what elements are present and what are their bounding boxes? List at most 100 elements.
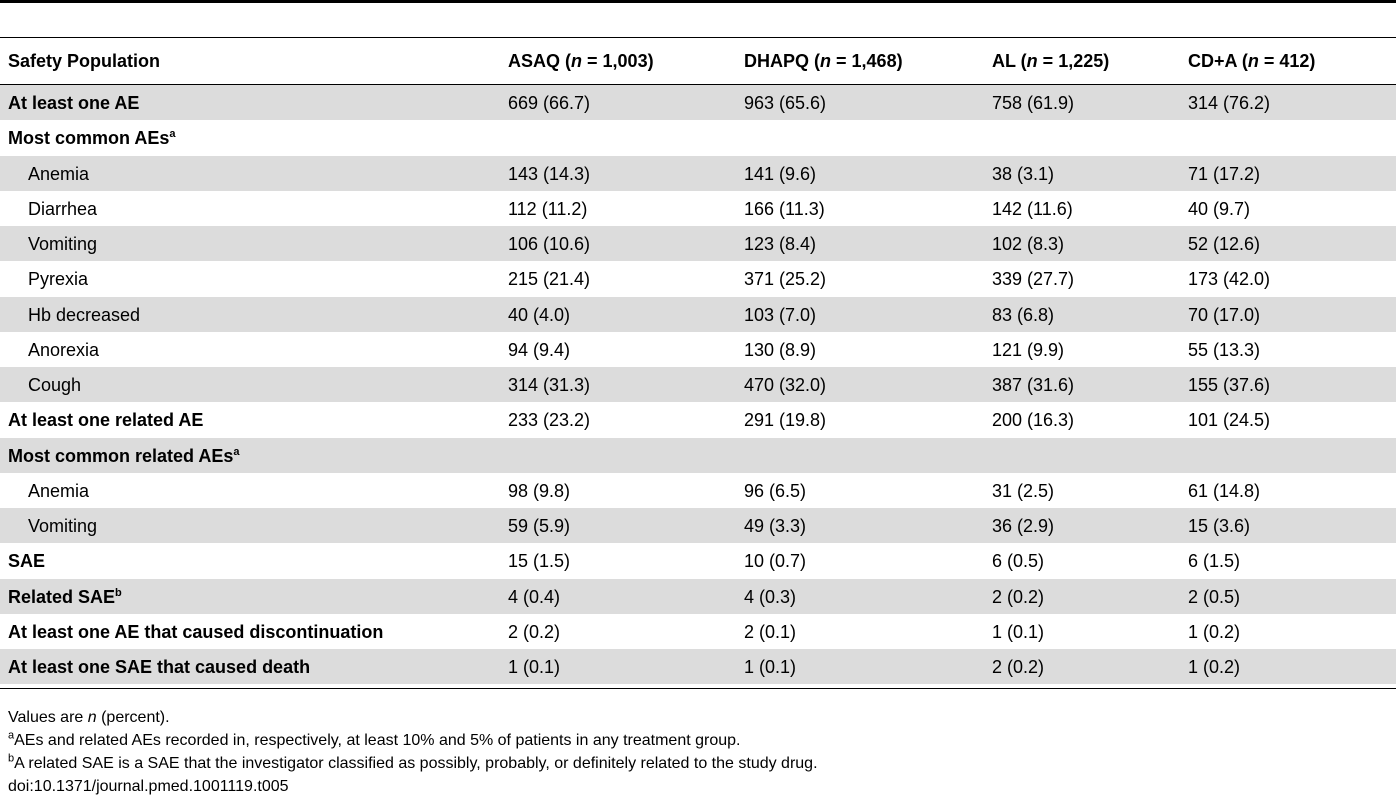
cell-asaq: 59 (5.9) [508, 516, 571, 536]
cell-asaq: 233 (23.2) [508, 410, 591, 431]
cell-dhapq: 2 (0.1) [744, 621, 797, 642]
row-label: Diarrhea [28, 198, 98, 219]
row-label: Most common AEsa [8, 128, 176, 149]
cell-al: 2 (0.2) [992, 586, 1045, 607]
cell-asaq: 669 (66.7) [508, 93, 591, 113]
cell-al: 36 (2.9) [992, 516, 1055, 536]
cell-cda: 70 (17.0) [1188, 304, 1261, 325]
table-row: Most common related AEsa [0, 437, 1396, 473]
cell-asaq: 15 (1.5) [508, 551, 571, 572]
row-label: Pyrexia [28, 269, 89, 290]
cell-dhapq: 49 (3.3) [744, 516, 807, 536]
table-row: Anorexia 94 (9.4) 130 (8.9) 121 (9.9) 55 (13… [0, 332, 1396, 367]
table-row: At least one AE that caused discontinuat… [0, 614, 1396, 649]
cell-cda: 52 (12.6) [1188, 234, 1261, 254]
table-bottom-rule [0, 688, 1396, 689]
row-label: Vomiting [28, 234, 98, 254]
footnote-a: aAEs and related AEs recorded in, respec… [8, 729, 741, 749]
header-top-rule [0, 37, 1396, 38]
footnote-b: bA related SAE is a SAE that the investi… [8, 752, 818, 772]
cell-al: 200 (16.3) [992, 410, 1075, 431]
cell-dhapq: 4 (0.3) [744, 586, 797, 607]
footnote-marker: a [233, 445, 240, 458]
cell-dhapq: 470 (32.0) [744, 375, 827, 395]
cell-al: 6 (0.5) [992, 551, 1045, 572]
table-row: At least one SAE that caused death 1 (0.1… [0, 649, 1396, 685]
cell-al: 31 (2.5) [992, 480, 1055, 501]
table-footnotes: Values are n (percent). aAEs and related… [8, 706, 818, 798]
cell-al: 1 (0.1) [992, 621, 1045, 642]
row-label: At least one AE [8, 93, 140, 113]
table-row: Vomiting 59 (5.9) 49 (3.3) 36 (2.9) 15 (3.6) [0, 508, 1396, 544]
table-row: Vomiting 106 (10.6) 123 (8.4) 102 (8.3) 52 (… [0, 226, 1396, 262]
table-row: Cough 314 (31.3) 470 (32.0) 387 (31.6) 155 (… [0, 367, 1396, 403]
table-header-row: Safety Population ASAQ (n = 1,003) DHAPQ… [0, 38, 1396, 84]
table-row: Diarrhea 112 (11.2) 166 (11.3) 142 (11.6) 40… [0, 191, 1396, 226]
cell-dhapq: 166 (11.3) [744, 198, 825, 219]
table-row: SAE 15 (1.5) 10 (0.7) 6 (0.5) 6 (1.5) [0, 543, 1396, 578]
header-label: Safety Population [8, 51, 161, 71]
row-label: Anorexia [28, 339, 100, 360]
row-label: At least one SAE that caused death [8, 657, 311, 677]
table-row: Anemia 143 (14.3) 141 (9.6) 38 (3.1) 71 (17.… [0, 155, 1396, 191]
row-label: Related SAEb [8, 586, 122, 607]
cell-cda: 71 (17.2) [1188, 163, 1261, 184]
row-label: Vomiting [28, 516, 98, 536]
table-top-rule [0, 0, 1396, 3]
row-label: SAE [8, 551, 46, 572]
cell-dhapq: 371 (25.2) [744, 269, 827, 290]
row-label: Anemia [28, 480, 90, 501]
cell-dhapq: 123 (8.4) [744, 234, 817, 254]
table-row: At least one AE 669 (66.7) 963 (65.6) 758 (… [0, 85, 1396, 121]
cell-cda: 155 (37.6) [1188, 375, 1271, 395]
row-label: Most common related AEsa [8, 445, 240, 466]
table-row: At least one related AE 233 (23.2) 291 (19… [0, 402, 1396, 437]
table-row: Related SAEb 4 (0.4) 4 (0.3) 2 (0.2) 2 (0.5) [0, 578, 1396, 614]
table-row: Most common AEsa [0, 120, 1396, 155]
cell-al: 121 (9.9) [992, 339, 1065, 360]
table-row: Anemia 98 (9.8) 96 (6.5) 31 (2.5) 61 (14.8) [0, 473, 1396, 508]
footnote-marker: b [115, 586, 122, 599]
cell-asaq: 314 (31.3) [508, 375, 591, 395]
cell-dhapq: 130 (8.9) [744, 339, 817, 360]
table-row: Hb decreased 40 (4.0) 103 (7.0) 83 (6.8) 70 … [0, 296, 1396, 332]
cell-cda: 61 (14.8) [1188, 480, 1261, 501]
cell-asaq: 112 (11.2) [508, 198, 588, 219]
cell-al: 102 (8.3) [992, 234, 1065, 254]
cell-al: 2 (0.2) [992, 657, 1045, 677]
cell-asaq: 98 (9.8) [508, 480, 571, 501]
cell-dhapq: 1 (0.1) [744, 657, 797, 677]
header-col-asaq: ASAQ (n = 1,003) [508, 51, 654, 71]
row-label: Cough [28, 375, 82, 395]
cell-cda: 173 (42.0) [1188, 269, 1271, 290]
cell-cda: 15 (3.6) [1188, 516, 1251, 536]
row-label: At least one related AE [8, 410, 204, 431]
table-body: At least one AE 669 (66.7) 963 (65.6) 758 (… [0, 85, 1396, 685]
cell-dhapq: 963 (65.6) [744, 93, 827, 113]
cell-asaq: 2 (0.2) [508, 621, 561, 642]
footnote-doi: doi:10.1371/journal.pmed.1001119.t005 [8, 778, 289, 795]
cell-dhapq: 103 (7.0) [744, 304, 817, 325]
row-label: Anemia [28, 163, 90, 184]
cell-al: 38 (3.1) [992, 163, 1055, 184]
cell-asaq: 40 (4.0) [508, 304, 571, 325]
cell-dhapq: 96 (6.5) [744, 480, 807, 501]
cell-asaq: 106 (10.6) [508, 234, 591, 254]
cell-al: 83 (6.8) [992, 304, 1055, 325]
cell-al: 387 (31.6) [992, 375, 1075, 395]
cell-asaq: 143 (14.3) [508, 163, 591, 184]
header-col-cda: CD+A (n = 412) [1188, 51, 1316, 71]
row-label: Hb decreased [28, 304, 141, 325]
cell-cda: 101 (24.5) [1188, 410, 1271, 431]
cell-cda: 1 (0.2) [1188, 621, 1241, 642]
cell-cda: 1 (0.2) [1188, 657, 1241, 677]
cell-cda: 2 (0.5) [1188, 586, 1241, 607]
footnote-values: Values are n (percent). [8, 709, 170, 726]
row-label: At least one AE that caused discontinuat… [8, 621, 384, 642]
header-col-dhapq: DHAPQ (n = 1,468) [744, 51, 903, 71]
cell-asaq: 94 (9.4) [508, 339, 571, 360]
cell-dhapq: 141 (9.6) [744, 163, 817, 184]
cell-al: 339 (27.7) [992, 269, 1075, 290]
cell-cda: 55 (13.3) [1188, 339, 1261, 360]
cell-asaq: 1 (0.1) [508, 657, 561, 677]
